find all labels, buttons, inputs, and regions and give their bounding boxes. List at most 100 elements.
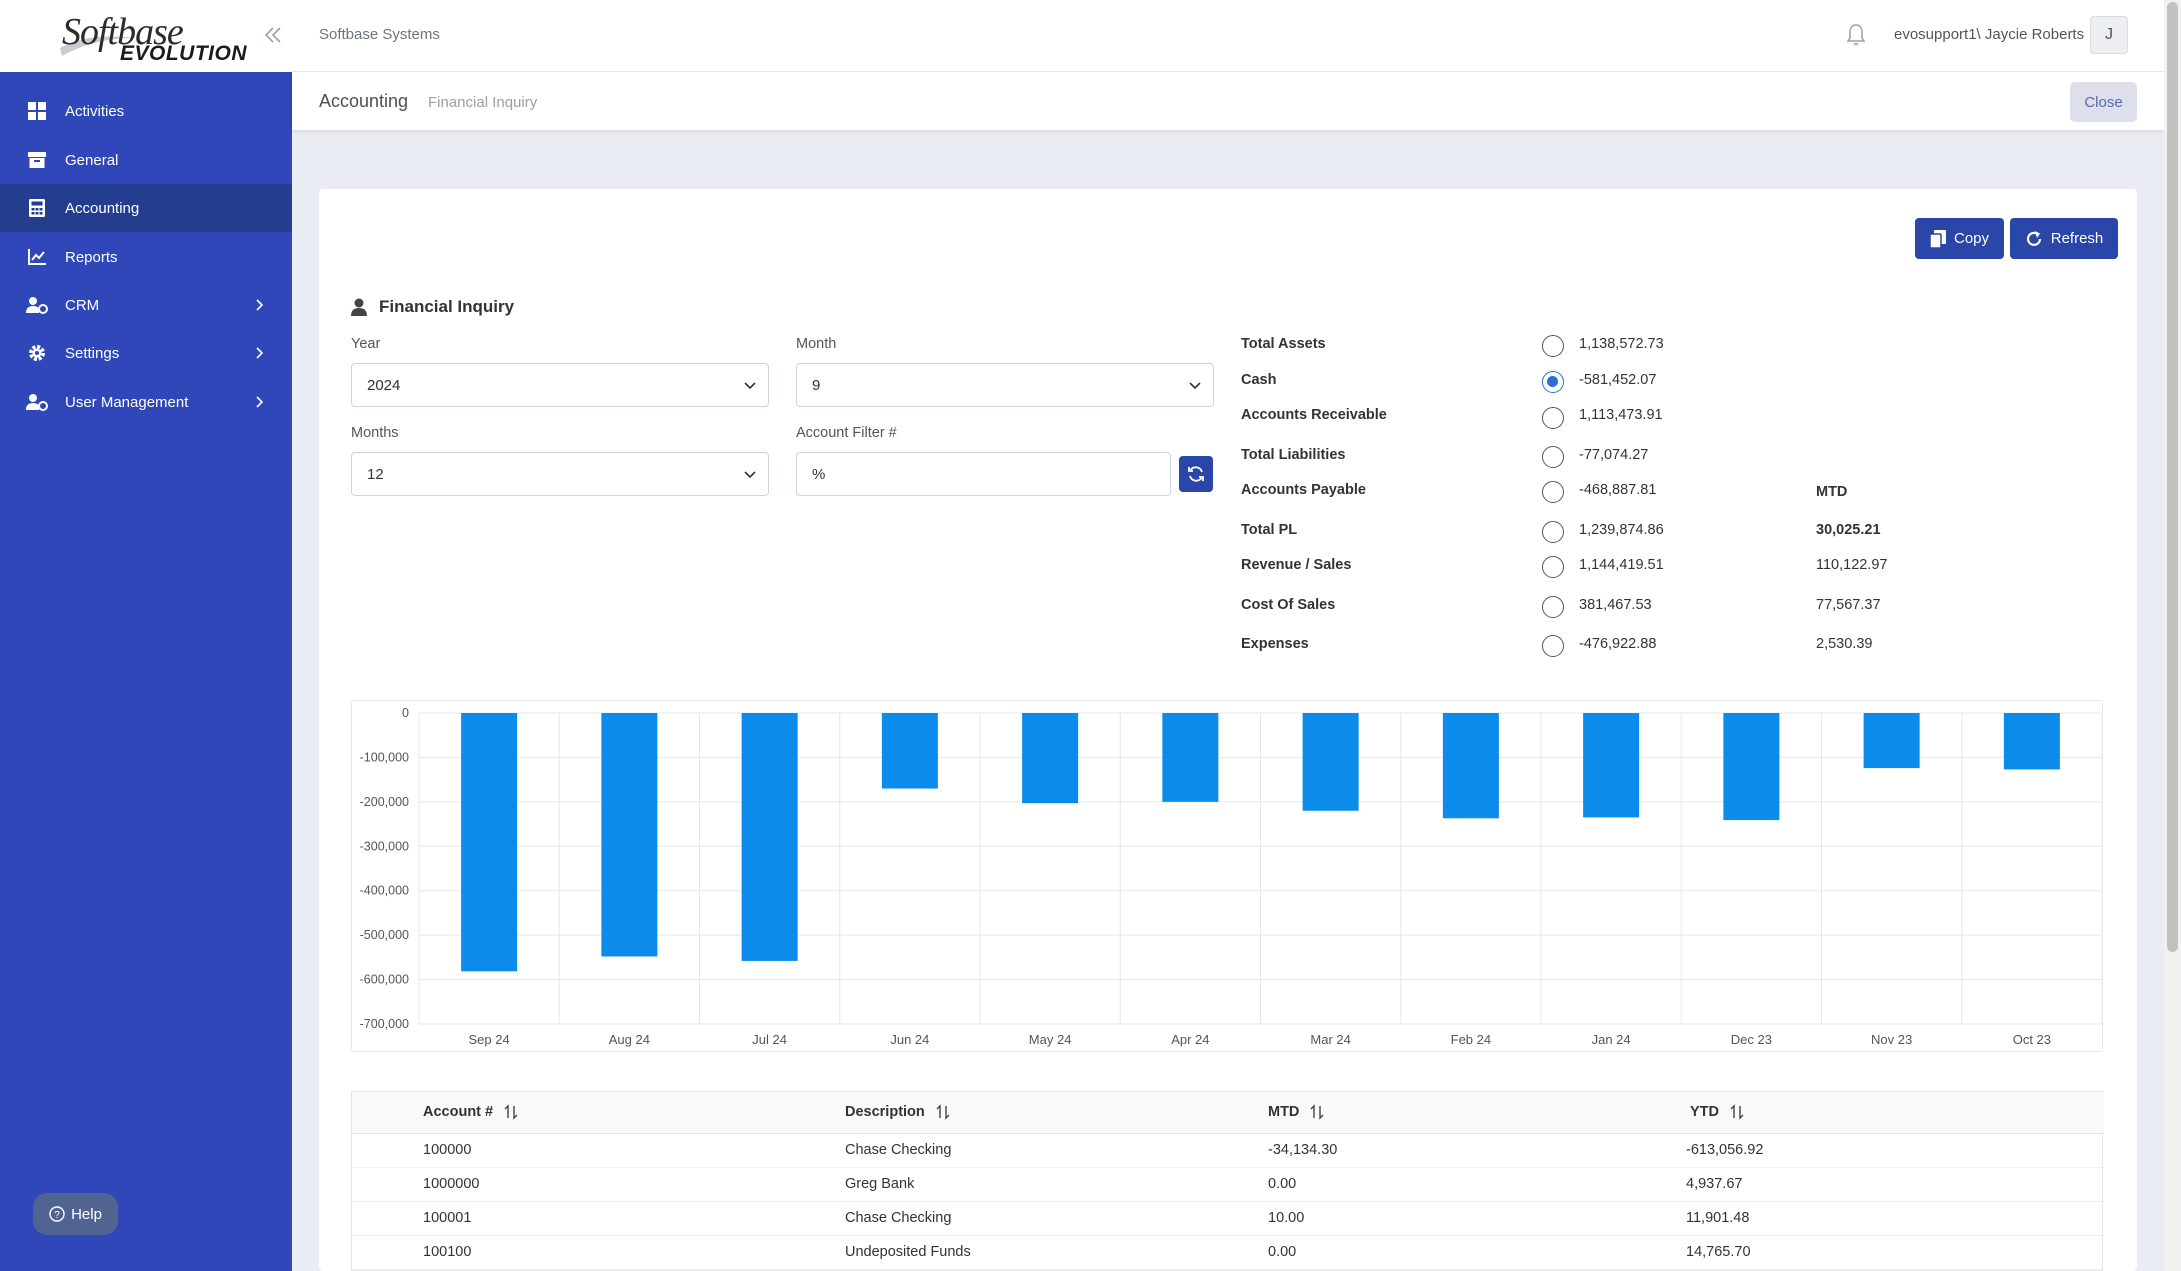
fin-label-accounts-payable: Accounts Payable — [1241, 482, 1366, 498]
breadcrumb: Financial Inquiry — [428, 94, 538, 111]
radio-total-liabilities[interactable] — [1542, 446, 1564, 468]
sidebar-item-accounting[interactable]: Accounting — [0, 184, 292, 232]
calculator-icon — [26, 197, 48, 219]
sidebar-item-label: Reports — [65, 248, 118, 266]
x-tick-label: Jan 24 — [1592, 1032, 1631, 1047]
column-header-label: YTD — [1690, 1104, 1719, 1120]
user-name[interactable]: evosupport1\ Jaycie Roberts — [1894, 26, 2085, 43]
fin-value-expenses: -476,922.88 — [1579, 636, 1657, 652]
users-cog-icon — [26, 294, 48, 316]
radio-total-pl[interactable] — [1542, 521, 1564, 543]
radio-total-assets[interactable] — [1542, 335, 1564, 357]
account-filter-input[interactable]: % — [796, 452, 1171, 496]
module-title: Accounting — [319, 91, 409, 111]
bell-icon[interactable] — [1845, 23, 1867, 47]
radio-expenses[interactable] — [1542, 635, 1564, 657]
user-cog-icon — [26, 391, 48, 413]
column-header-label: MTD — [1268, 1104, 1300, 1120]
fin-label-cost-of-sales: Cost Of Sales — [1241, 597, 1336, 613]
gear-icon — [26, 342, 48, 364]
close-button[interactable]: Close — [2070, 82, 2137, 122]
y-tick-label: -600,000 — [360, 973, 409, 987]
copy-button[interactable]: Copy — [1915, 218, 2004, 259]
collapse-sidebar-icon[interactable] — [262, 24, 284, 46]
year-select[interactable]: 2024 — [351, 363, 769, 407]
sidebar-item-label: Accounting — [65, 199, 140, 217]
sort-icon — [504, 1104, 518, 1120]
logo[interactable]: Softbase EVOLUTION — [58, 10, 247, 66]
radio-accounts-payable[interactable] — [1542, 481, 1564, 503]
mtd-value-revenue-sales: 110,122.97 — [1816, 557, 1888, 573]
x-tick-label: Jul 24 — [752, 1032, 787, 1047]
sidebar-item-label: General — [65, 151, 119, 169]
top-bar: Softbase Systems evosupport1\ Jaycie Rob… — [292, 0, 2164, 72]
x-tick-label: Jun 24 — [890, 1032, 929, 1047]
column-header-mtd[interactable]: MTD — [1268, 1104, 1325, 1120]
help-button[interactable]: ? Help — [33, 1193, 118, 1235]
cell-ytd: 14,765.70 — [1686, 1244, 1751, 1260]
fin-label-expenses: Expenses — [1241, 636, 1309, 652]
sidebar-item-crm[interactable]: CRM — [0, 281, 292, 329]
avatar[interactable]: J — [2090, 16, 2128, 54]
mtd-value-expenses: 2,530.39 — [1816, 636, 1873, 652]
bar — [741, 713, 798, 961]
x-tick-label: Dec 23 — [1731, 1032, 1772, 1047]
column-header-account[interactable]: Account # — [423, 1104, 519, 1120]
cell-mtd: 10.00 — [1268, 1210, 1305, 1226]
x-tick-label: Nov 23 — [1871, 1032, 1912, 1047]
radio-accounts-receivable[interactable] — [1542, 407, 1564, 429]
archive-icon — [26, 149, 48, 171]
bar — [1723, 713, 1780, 821]
logo-swoosh-icon — [60, 36, 136, 56]
mtd-header: MTD — [1816, 484, 1848, 500]
table-row[interactable]: 100001 Chase Checking 10.00 11,901.48 — [352, 1202, 2104, 1236]
table-row[interactable]: 1000000 Greg Bank 0.00 4,937.67 — [352, 1168, 2104, 1202]
account-filter-label: Account Filter # — [796, 425, 897, 441]
cell-description: Chase Checking — [845, 1210, 952, 1226]
fin-label-revenue-sales: Revenue / Sales — [1241, 557, 1352, 573]
x-tick-label: Mar 24 — [1310, 1032, 1350, 1047]
cell-account: 100000 — [423, 1142, 472, 1158]
refresh-icon — [2026, 230, 2041, 246]
chart-line-icon — [26, 246, 48, 268]
accounts-table: Account # Description MTD YTD 100000 Cha… — [351, 1091, 2104, 1271]
sidebar-item-reports[interactable]: Reports — [0, 233, 292, 281]
cell-account: 100100 — [423, 1244, 472, 1260]
scrollbar-thumb[interactable] — [2167, 2, 2178, 952]
cell-mtd: -34,134.30 — [1268, 1142, 1338, 1158]
year-label: Year — [351, 336, 381, 352]
copy-label: Copy — [1953, 230, 1990, 247]
x-tick-label: May 24 — [1029, 1032, 1072, 1047]
section-title-text: Financial Inquiry — [379, 297, 515, 316]
apply-filter-button[interactable] — [1179, 456, 1213, 492]
month-select[interactable]: 9 — [796, 363, 1214, 407]
radio-cash[interactable] — [1542, 371, 1564, 393]
sidebar-item-settings[interactable]: Settings — [0, 329, 292, 377]
cell-description: Chase Checking — [845, 1142, 952, 1158]
table-row[interactable]: 100100 Undeposited Funds 0.00 14,765.70 — [352, 1236, 2104, 1270]
chevron-down-icon — [744, 471, 756, 479]
column-header-description[interactable]: Description — [845, 1104, 951, 1120]
sidebar-item-activities[interactable]: Activities — [0, 87, 292, 135]
refresh-button[interactable]: Refresh — [2010, 218, 2118, 259]
sidebar-item-user-management[interactable]: User Management — [0, 378, 292, 426]
logo-subtext: EVOLUTION — [120, 42, 248, 65]
bar — [2003, 713, 2060, 770]
fin-label-accounts-receivable: Accounts Receivable — [1241, 407, 1387, 423]
company-name: Softbase Systems — [319, 26, 440, 43]
cell-mtd: 0.00 — [1268, 1176, 1297, 1192]
fin-value-cash: -581,452.07 — [1579, 372, 1657, 388]
fin-label-total-liabilities: Total Liabilities — [1241, 447, 1346, 463]
months-select[interactable]: 12 — [351, 452, 769, 496]
cell-description: Greg Bank — [845, 1176, 915, 1192]
table-row[interactable]: 100000 Chase Checking -34,134.30 -613,05… — [352, 1134, 2104, 1168]
column-header-ytd[interactable]: YTD — [1690, 1104, 1745, 1120]
radio-cost-of-sales[interactable] — [1542, 596, 1564, 618]
logo-area: Softbase EVOLUTION — [0, 0, 292, 72]
cell-ytd: 4,937.67 — [1686, 1176, 1743, 1192]
bar — [1022, 713, 1079, 804]
y-tick-label: -400,000 — [360, 884, 409, 898]
cash-bar-chart: 0 -100,000 -200,000 -300,000 -400,000 -500,00… — [351, 700, 2103, 1052]
radio-revenue-sales[interactable] — [1542, 556, 1564, 578]
sidebar-item-general[interactable]: General — [0, 136, 292, 184]
